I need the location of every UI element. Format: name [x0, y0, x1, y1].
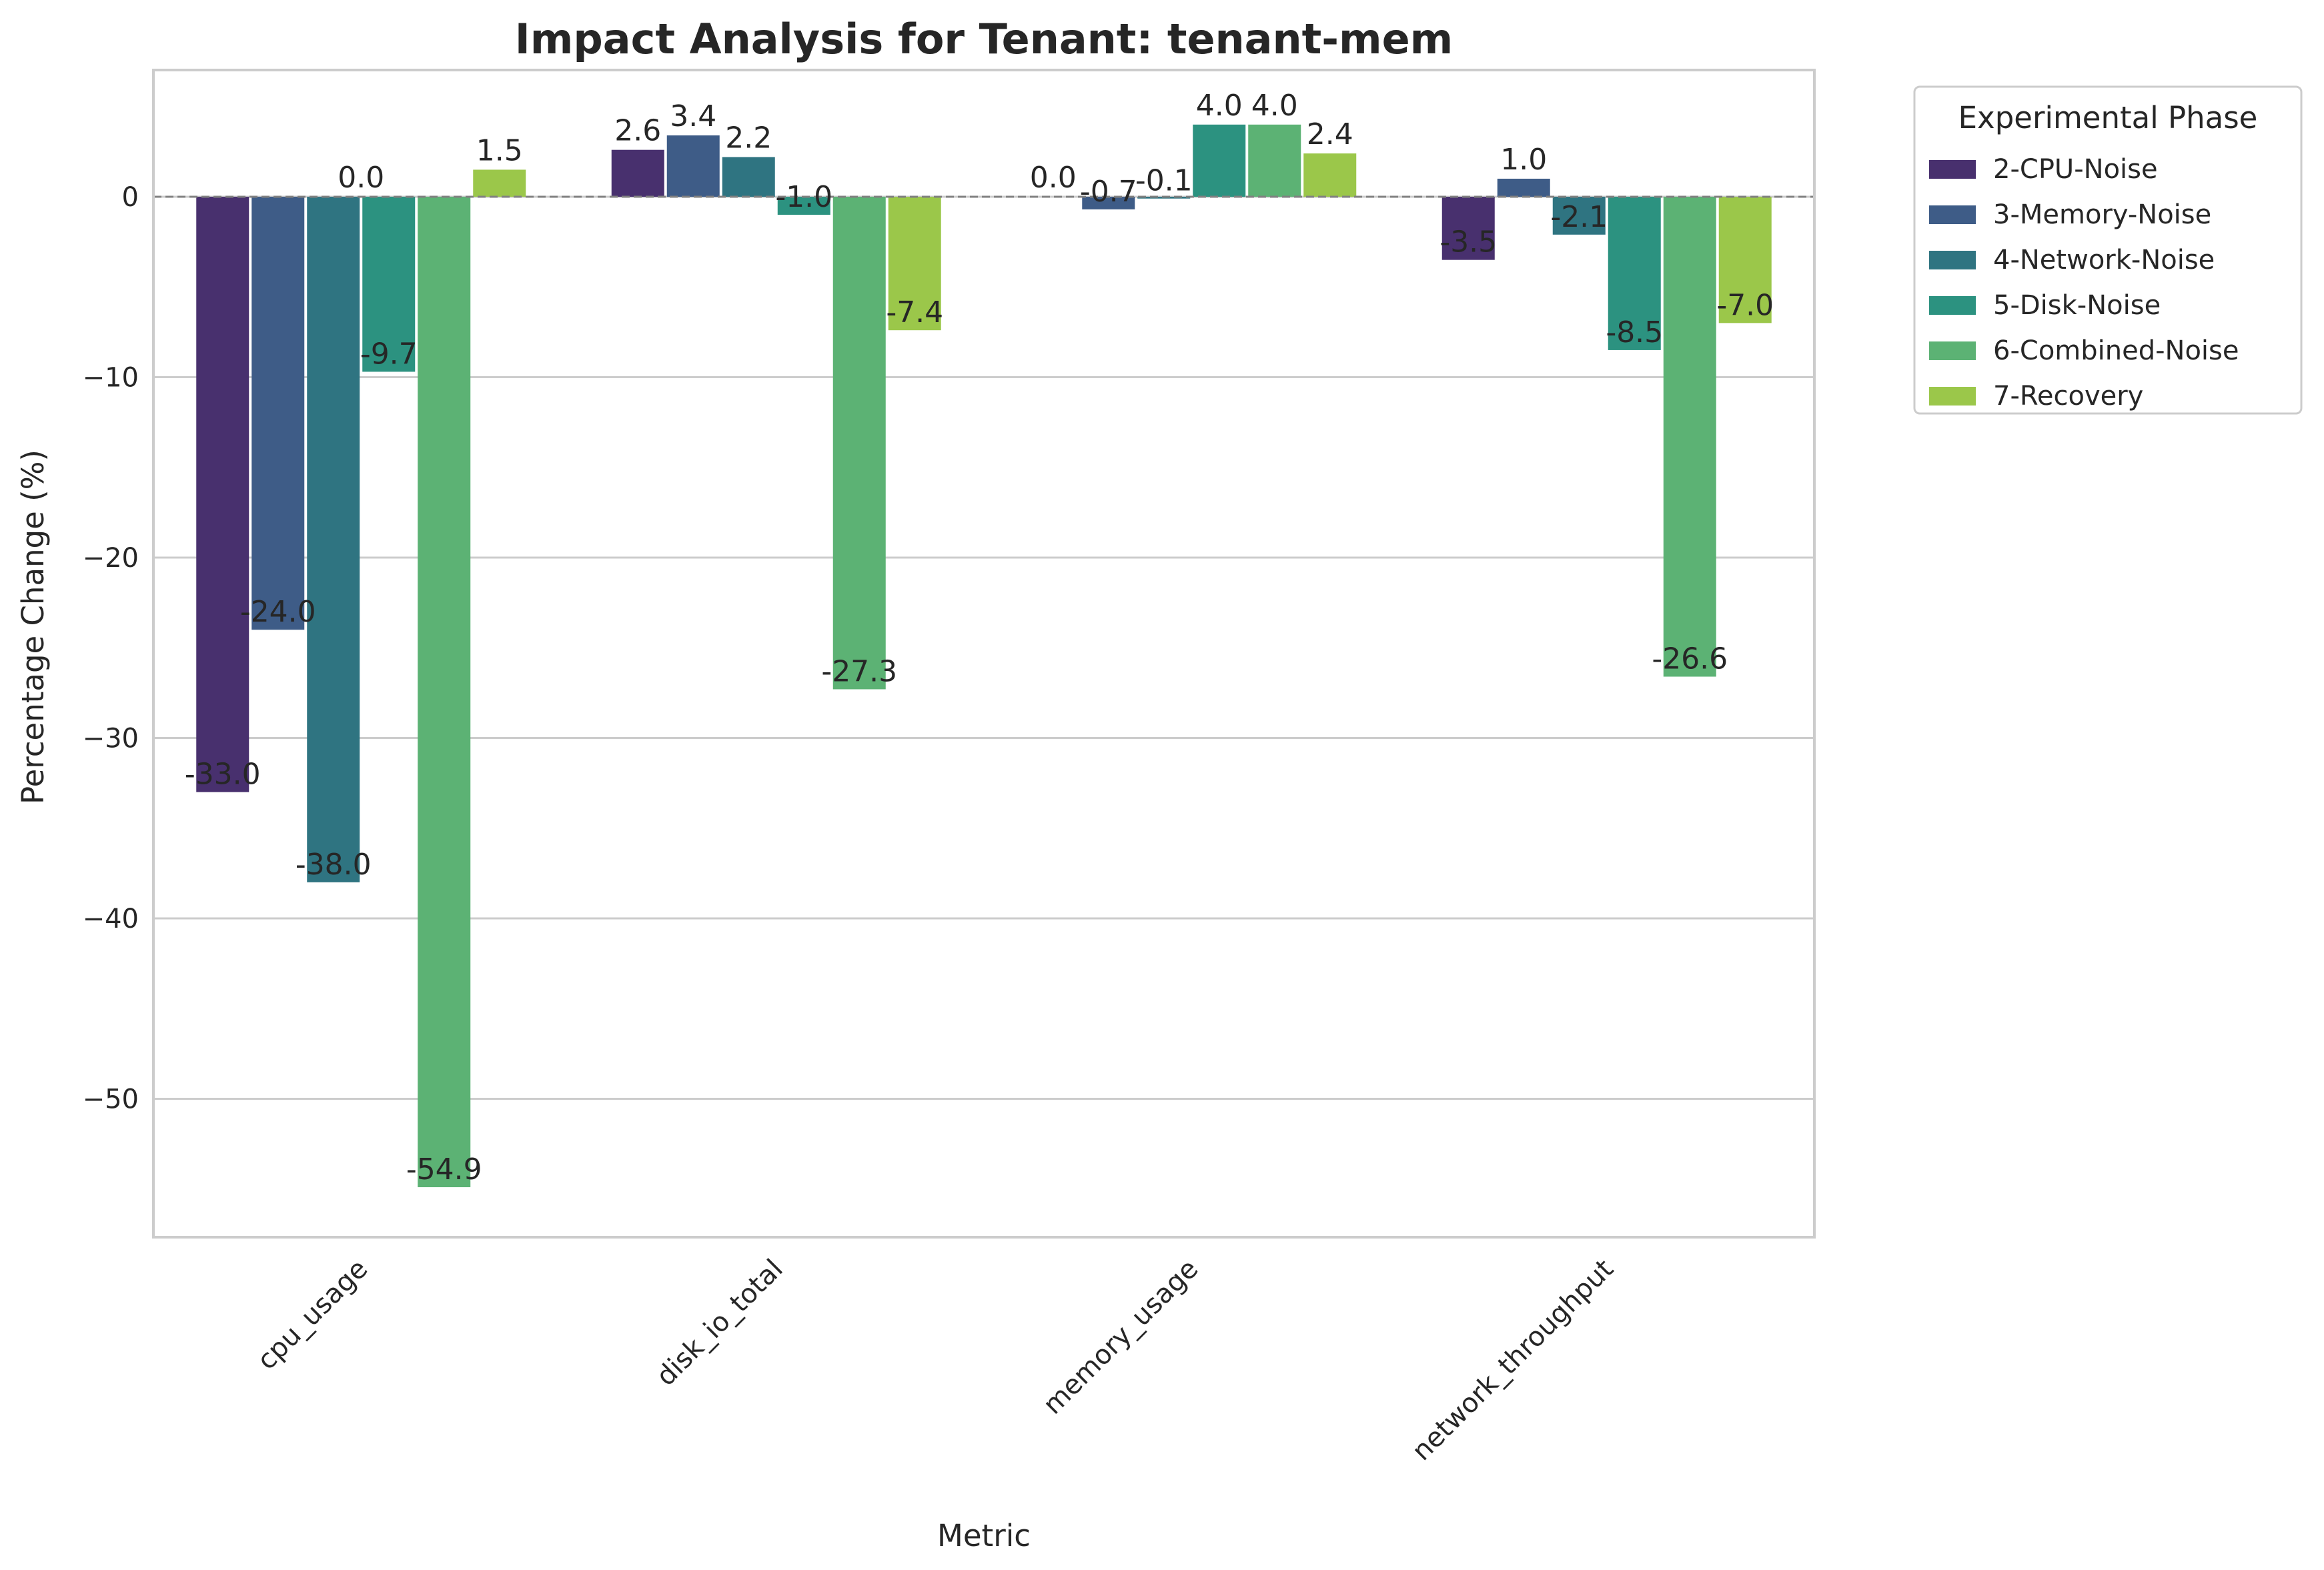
- value-label-disk_io_total-2-CPU-Noise: 2.6: [614, 114, 661, 148]
- legend-entry-7-Recovery: 7-Recovery: [1993, 381, 2143, 412]
- y-tick-labels: 0 −10 −20 −30 −40 −50: [83, 182, 139, 1115]
- x-tick-network_throughput: network_throughput: [1406, 1254, 1620, 1467]
- bar-network_throughput-2-CPU-Noise: [1441, 197, 1495, 260]
- x-tick-disk_io_total: disk_io_total: [650, 1254, 789, 1393]
- legend-entry-2-CPU-Noise: 2-CPU-Noise: [1993, 154, 2158, 185]
- bar-cpu_usage-4-Network-Noise: [307, 197, 360, 882]
- legend-swatch-2-CPU-Noise: [1929, 160, 1976, 179]
- value-label-disk_io_total-3-Memory-Noise: 3.4: [670, 99, 716, 133]
- bar-network_throughput-6-Combined-Noise: [1663, 197, 1716, 677]
- bar-disk_io_total-4-Network-Noise: [722, 157, 775, 197]
- annotation-1: 0.0: [1030, 161, 1077, 195]
- y-tick-0: 0: [122, 182, 139, 213]
- bar-memory_usage-5-Disk-Noise: [1193, 124, 1246, 197]
- bar-memory_usage-6-Combined-Noise: [1248, 124, 1301, 197]
- legend-entry-4-Network-Noise: 4-Network-Noise: [1993, 245, 2215, 275]
- value-label-memory_usage-6-Combined-Noise: 4.0: [1251, 89, 1298, 123]
- chart-title: Impact Analysis for Tenant: tenant-mem: [515, 15, 1454, 63]
- bar-network_throughput-3-Memory-Noise: [1497, 178, 1550, 197]
- bar-network_throughput-4-Network-Noise: [1552, 197, 1606, 235]
- bar-value-labels: -33.0 -24.0 -38.0 -9.7 -54.9 1.5 2.6 3.4 2.2-1.0…: [185, 89, 1774, 1187]
- legend-title: Experimental Phase: [1958, 100, 2258, 135]
- value-label-memory_usage-3-Memory-Noise: -0.7: [1080, 175, 1137, 209]
- value-label-cpu_usage-6-Combined-Noise: -54.9: [406, 1152, 482, 1187]
- bar-disk_io_total-3-Memory-Noise: [666, 135, 720, 197]
- legend-frame: [1913, 85, 2303, 415]
- value-label-cpu_usage-4-Network-Noise: -38.0: [296, 848, 372, 882]
- legend-swatch-6-Combined-Noise: [1929, 341, 1976, 360]
- value-label-cpu_usage-5-Disk-Noise: -9.7: [360, 337, 418, 371]
- x-tick-memory_usage: memory_usage: [1037, 1254, 1204, 1421]
- value-label-disk_io_total-4-Network-Noise: 2.2: [725, 121, 772, 155]
- legend-swatch-4-Network-Noise: [1929, 251, 1976, 269]
- value-label-cpu_usage-2-CPU-Noise: -33.0: [185, 758, 261, 792]
- value-label-memory_usage-7-Recovery: 2.4: [1307, 117, 1353, 151]
- legend-entry-5-Disk-Noise: 5-Disk-Noise: [1993, 290, 2161, 321]
- bar-network_throughput-7-Recovery: [1718, 197, 1772, 323]
- value-label-network_throughput-3-Memory-Noise: 1.0: [1500, 143, 1547, 177]
- y-tick--50: −50: [83, 1084, 139, 1115]
- legend: Experimental Phase 2-CPU-Noise 3-Memory-N…: [1913, 85, 2303, 415]
- value-label-memory_usage-5-Disk-Noise: 4.0: [1196, 89, 1243, 123]
- value-label-network_throughput-6-Combined-Noise: -26.6: [1652, 642, 1728, 676]
- bar-disk_io_total-7-Recovery: [888, 197, 941, 331]
- legend-swatch-5-Disk-Noise: [1929, 296, 1976, 315]
- bar-cpu_usage-7-Recovery: [473, 169, 526, 197]
- x-tick-labels: cpu_usage disk_io_total memory_usage networ…: [251, 1254, 1620, 1467]
- bar-disk_io_total-6-Combined-Noise: [832, 197, 886, 690]
- y-axis-label: Percentage Change (%): [15, 450, 51, 804]
- y-tick--40: −40: [83, 904, 139, 934]
- value-label-network_throughput-7-Recovery: -7.0: [1716, 288, 1774, 322]
- value-label-disk_io_total-6-Combined-Noise: -27.3: [821, 654, 897, 688]
- y-tick--20: −20: [83, 543, 139, 574]
- x-axis-label: Metric: [937, 1518, 1031, 1553]
- bar-cpu_usage-2-CPU-Noise: [196, 197, 249, 792]
- y-tick--10: −10: [83, 363, 139, 394]
- annotation-0: 0.0: [338, 161, 384, 195]
- legend-entry-6-Combined-Noise: 6-Combined-Noise: [1993, 335, 2239, 366]
- plot-frame: [152, 69, 1816, 1239]
- x-tick-cpu_usage: cpu_usage: [251, 1254, 374, 1376]
- bars: [196, 124, 1772, 1188]
- value-label-network_throughput-4-Network-Noise: -2.1: [1550, 200, 1608, 234]
- bar-disk_io_total-5-Disk-Noise: [777, 197, 830, 215]
- bar-memory_usage-3-Memory-Noise: [1082, 197, 1135, 209]
- value-label-network_throughput-2-CPU-Noise: -3.5: [1439, 225, 1497, 259]
- y-tick--30: −30: [83, 724, 139, 754]
- value-label-cpu_usage-7-Recovery: 1.5: [476, 133, 523, 167]
- bar-cpu_usage-3-Memory-Noise: [251, 197, 305, 630]
- bar-network_throughput-5-Disk-Noise: [1608, 197, 1661, 350]
- bar-memory_usage-7-Recovery: [1303, 153, 1357, 197]
- value-label-network_throughput-5-Disk-Noise: -8.5: [1606, 315, 1663, 349]
- bar-disk_io_total-2-CPU-Noise: [611, 149, 664, 197]
- legend-swatch-7-Recovery: [1929, 387, 1976, 406]
- legend-swatch-3-Memory-Noise: [1929, 205, 1976, 224]
- legend-entry-3-Memory-Noise: 3-Memory-Noise: [1993, 199, 2211, 230]
- value-label-disk_io_total-5-Disk-Noise: -1.0: [775, 180, 832, 214]
- bar-cpu_usage-5-Disk-Noise: [362, 197, 416, 372]
- value-label-disk_io_total-7-Recovery: -7.4: [886, 295, 943, 329]
- bar-cpu_usage-6-Combined-Noise: [418, 197, 471, 1188]
- value-label-cpu_usage-3-Memory-Noise: -24.0: [240, 595, 316, 629]
- value-label-memory_usage-4-Network-Noise: -0.1: [1135, 164, 1193, 198]
